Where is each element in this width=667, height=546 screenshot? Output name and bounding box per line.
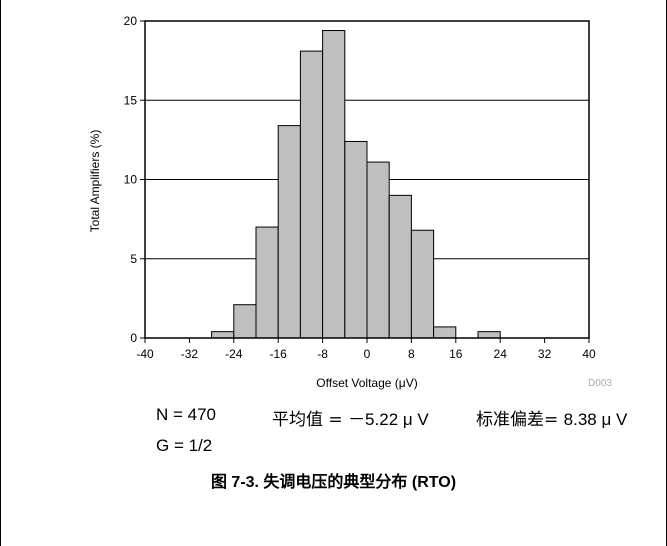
x-tick-label: 8 [408,347,415,361]
y-tick-label: 5 [130,252,137,266]
x-tick-label: -16 [270,347,288,361]
sample-size-label: N = 470 [156,405,217,424]
histogram-bar [433,326,457,339]
gain-label: G = 1/2 [156,436,213,455]
histogram-bar [255,226,279,339]
histogram-bar [410,229,435,339]
histogram-bar [211,331,235,339]
histogram-bar [366,161,390,339]
x-tick-label: 16 [449,347,463,361]
histogram-bar [233,304,257,339]
mean-value: －5.22 μ V [348,410,429,429]
tick-labels: -40 -32 -24 -16 -8 0 8 16 24 32 40 0 5 10 15 20 [124,14,596,361]
y-tick-label: 10 [124,173,138,187]
y-axis-label: Total Amplifiers (%) [88,130,102,233]
histogram-bar [344,140,368,339]
mean-stat: 平均值 = －5.22 μ V [272,405,429,430]
x-tick-label: -24 [225,347,243,361]
page-frame-left [0,0,1,546]
std-dev-value: 8.38 μ V [563,410,628,429]
figure-code: D003 [588,378,612,389]
y-tick-label: 0 [130,331,137,345]
x-tick-label: 32 [538,347,552,361]
mean-label: 平均值 = [272,410,349,430]
std-dev-label: 标准偏差= [476,410,564,430]
x-tick-label: -8 [317,347,328,361]
x-tick-label: 24 [494,347,508,361]
y-tick-label: 15 [124,93,138,107]
x-tick-label: 40 [582,347,596,361]
histogram-bar [277,125,301,339]
histogram-chart: -40 -32 -24 -16 -8 0 8 16 24 32 40 0 5 10 15 20 Total A… [88,14,612,390]
std-dev-stat: 标准偏差= 8.38 μ V [476,405,627,430]
x-axis-label: Offset Voltage (μV) [316,376,417,390]
histogram-bar [477,331,501,339]
histogram-bars [211,30,501,339]
x-tick-label: -40 [136,347,154,361]
y-tick-label: 20 [124,14,138,28]
histogram-bar [322,30,346,339]
figure-caption: 图 7-3. 失调电压的典型分布 (RTO) [210,474,457,491]
x-tick-label: 0 [364,347,371,361]
histogram-bar [299,50,324,339]
axes [140,20,590,343]
x-tick-label: -32 [181,347,199,361]
histogram-bar [388,194,412,339]
